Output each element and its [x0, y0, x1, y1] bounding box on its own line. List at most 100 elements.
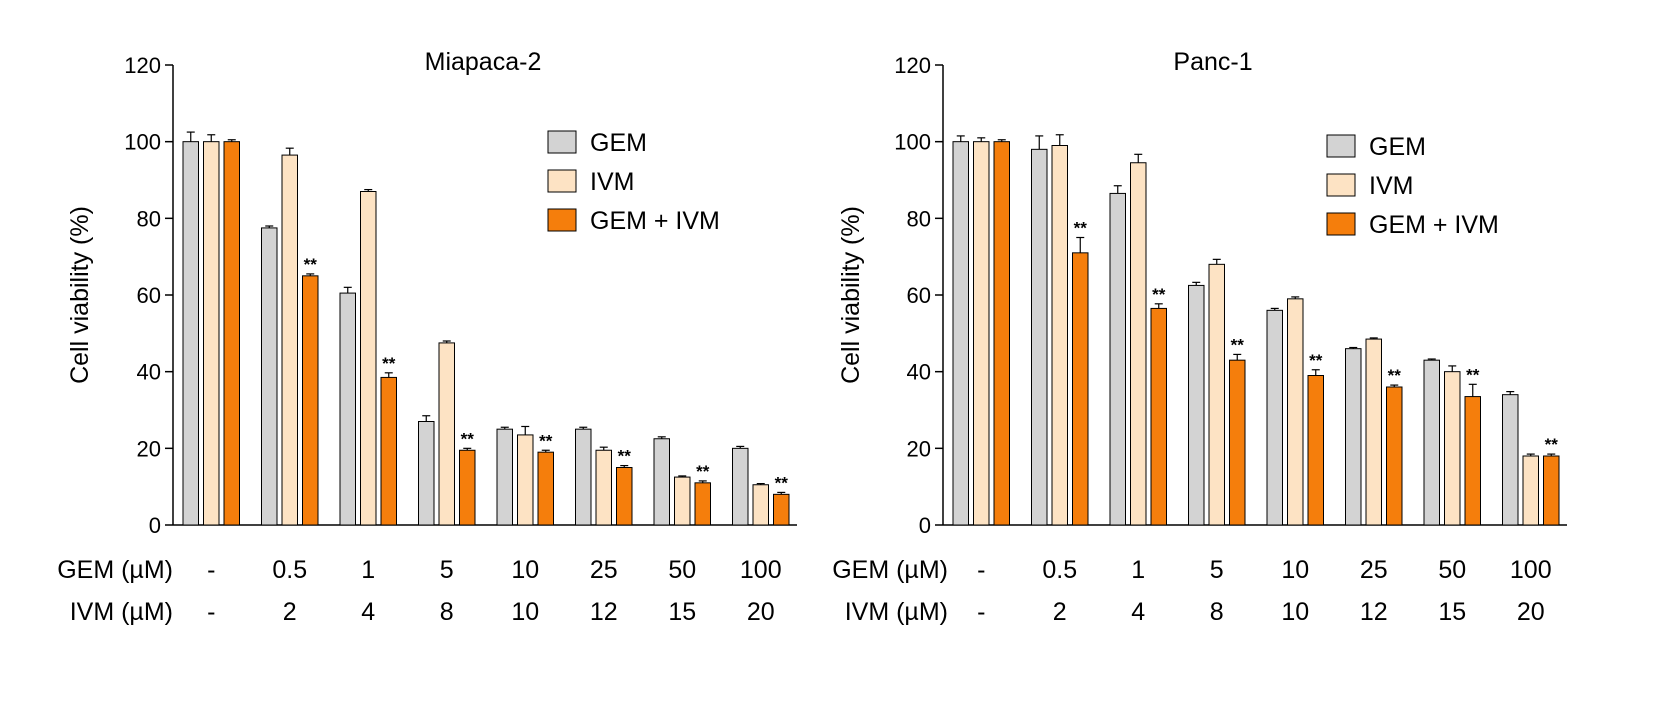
panc1-bar [1423, 359, 1440, 526]
panc1-legend-label: IVM [1369, 172, 1413, 200]
panc1-legend-swatch [1326, 173, 1356, 197]
miapaca-legend-swatch [547, 169, 577, 193]
miapaca-legend-swatch [547, 130, 577, 154]
panc1-bar [1522, 455, 1539, 526]
panc1-gem-dose-label: 25 [1360, 556, 1388, 584]
panc1-gem-dose-label: 10 [1281, 556, 1309, 584]
panc1-y-tick-label: 0 [919, 513, 931, 538]
miapaca-ivm-dose-label: 20 [747, 598, 775, 626]
miapaca-significance-mark: ** [775, 473, 789, 492]
panc1-ivm-row-label: IVM (µM) [845, 598, 948, 626]
panc1-bar [1502, 394, 1519, 526]
miapaca-ivm-dose-label: 15 [668, 598, 696, 626]
miapaca-bar [575, 428, 592, 526]
panc1-significance-mark: ** [1074, 219, 1088, 238]
panc1-bar [1188, 284, 1205, 526]
miapaca-gem-dose-label: 100 [740, 556, 782, 584]
miapaca-bar [261, 227, 278, 526]
panc1-bar [1287, 298, 1304, 526]
miapaca-y-tick-label: 100 [124, 130, 161, 155]
panc1-y-tick-label: 20 [907, 436, 931, 461]
miapaca-bar [694, 482, 711, 526]
panc1-ivm-dose-label: 8 [1210, 598, 1224, 626]
miapaca-bar [360, 191, 377, 526]
miapaca-gem-dose-label: 1 [361, 556, 375, 584]
miapaca-ivm-dose-label: 10 [511, 598, 539, 626]
panc1-significance-mark: ** [1152, 285, 1166, 304]
panc1-y-axis-label: Cell viability (%) [837, 206, 865, 384]
miapaca-bar [537, 451, 554, 526]
miapaca-bar [459, 449, 476, 526]
miapaca-y-axis-label: Cell viability (%) [66, 206, 94, 384]
panc1-y-tick-label: 100 [894, 130, 931, 155]
miapaca-bar [653, 438, 670, 526]
panc1-ivm-dose-label: - [977, 598, 985, 626]
panc1-legend-label: GEM [1369, 133, 1426, 161]
panc1-bar [1051, 145, 1068, 526]
miapaca-y-tick-label: 20 [137, 436, 161, 461]
miapaca-significance-mark: ** [618, 447, 632, 466]
panc1-bar [1543, 455, 1560, 526]
panc1-gem-dose-label: 1 [1131, 556, 1145, 584]
panc1-bar [1365, 338, 1382, 526]
panc1-gem-dose-label: 100 [1510, 556, 1552, 584]
miapaca-gem-dose-label: - [207, 556, 215, 584]
miapaca-ivm-dose-label: 2 [283, 598, 297, 626]
miapaca-gem-dose-label: 25 [590, 556, 618, 584]
miapaca-bar [182, 141, 199, 526]
panc1-gem-dose-label: 50 [1438, 556, 1466, 584]
panc1-bar [1307, 375, 1324, 526]
miapaca-ivm-dose-label: 8 [440, 598, 454, 626]
panc1-bar [1464, 396, 1481, 526]
panc1-gem-dose-label: - [977, 556, 985, 584]
miapaca-bar [380, 376, 397, 526]
miapaca-legend-label: GEM + IVM [590, 207, 720, 235]
miapaca-gem-dose-label: 5 [440, 556, 454, 584]
panc1-bar [1345, 348, 1362, 526]
panc1-ivm-dose-label: 15 [1438, 598, 1466, 626]
panc1-bar [973, 141, 990, 526]
miapaca-y-tick-label: 60 [137, 283, 161, 308]
miapaca-gem-dose-label: 0.5 [272, 556, 307, 584]
miapaca-bar [732, 447, 749, 526]
panc1-y-tick-label: 40 [907, 360, 931, 385]
miapaca-significance-mark: ** [461, 429, 475, 448]
miapaca-bar [302, 275, 319, 526]
panc1-ivm-dose-label: 10 [1281, 598, 1309, 626]
miapaca-bar [674, 476, 691, 526]
miapaca-significance-mark: ** [539, 431, 553, 450]
miapaca-bar [496, 428, 513, 526]
miapaca-y-tick-label: 0 [149, 513, 161, 538]
panc1-bar [1072, 252, 1089, 526]
miapaca-ivm-dose-label: - [207, 598, 215, 626]
panc1-bar [1031, 148, 1048, 526]
miapaca-bar [595, 449, 612, 526]
miapaca-bar [203, 141, 220, 526]
miapaca-bar [517, 434, 534, 526]
miapaca-chart-title: Miapaca-2 [425, 48, 542, 76]
miapaca-significance-mark: ** [696, 462, 710, 481]
panc1-y-tick-label: 60 [907, 283, 931, 308]
miapaca-y-tick-label: 80 [137, 206, 161, 231]
panc1-bar [1130, 162, 1147, 526]
miapaca-legend-label: IVM [590, 168, 634, 196]
miapaca-ivm-dose-label: 4 [361, 598, 375, 626]
miapaca-bar [752, 484, 769, 526]
panc1-bar [952, 141, 969, 526]
panc1-gem-row-label: GEM (µM) [832, 556, 948, 584]
miapaca-bar [438, 342, 455, 526]
miapaca-legend-swatch [547, 208, 577, 232]
miapaca-ivm-dose-label: 12 [590, 598, 618, 626]
miapaca-legend-label: GEM [590, 129, 647, 157]
miapaca-gem-dose-label: 10 [511, 556, 539, 584]
miapaca-bar [223, 141, 240, 526]
panc1-legend-swatch [1326, 212, 1356, 236]
miapaca-significance-mark: ** [304, 255, 318, 274]
panc1-ivm-dose-label: 2 [1053, 598, 1067, 626]
panc1-ivm-dose-label: 4 [1131, 598, 1145, 626]
panc1-ivm-dose-label: 20 [1517, 598, 1545, 626]
panc1-significance-mark: ** [1231, 335, 1245, 354]
miapaca-bar [773, 493, 790, 526]
